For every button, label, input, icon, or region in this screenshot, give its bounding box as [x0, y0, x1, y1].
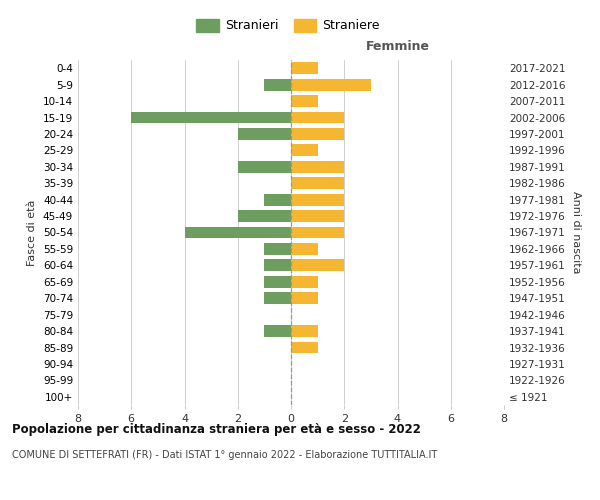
Bar: [265, 292, 291, 304]
Bar: [291, 210, 344, 222]
Bar: [291, 243, 317, 255]
Bar: [291, 78, 371, 90]
Bar: [265, 260, 291, 272]
Bar: [291, 292, 317, 304]
Bar: [291, 144, 317, 156]
Bar: [291, 161, 344, 172]
Y-axis label: Fasce di età: Fasce di età: [28, 200, 37, 266]
Bar: [291, 178, 344, 189]
Y-axis label: Anni di nascita: Anni di nascita: [571, 191, 581, 274]
Bar: [238, 161, 291, 172]
Bar: [265, 243, 291, 255]
Bar: [265, 325, 291, 337]
Bar: [238, 210, 291, 222]
Bar: [265, 276, 291, 287]
Text: Femmine: Femmine: [365, 40, 430, 53]
Bar: [238, 128, 291, 140]
Text: Popolazione per cittadinanza straniera per età e sesso - 2022: Popolazione per cittadinanza straniera p…: [12, 422, 421, 436]
Bar: [291, 112, 344, 124]
Bar: [291, 260, 344, 272]
Bar: [291, 62, 317, 74]
Bar: [291, 342, 317, 353]
Bar: [291, 325, 317, 337]
Bar: [131, 112, 291, 124]
Bar: [291, 128, 344, 140]
Bar: [265, 78, 291, 90]
Bar: [185, 226, 291, 238]
Bar: [265, 194, 291, 205]
Bar: [291, 276, 317, 287]
Bar: [291, 95, 317, 107]
Bar: [291, 194, 344, 205]
Text: COMUNE DI SETTEFRATI (FR) - Dati ISTAT 1° gennaio 2022 - Elaborazione TUTTITALIA: COMUNE DI SETTEFRATI (FR) - Dati ISTAT 1…: [12, 450, 437, 460]
Bar: [291, 226, 344, 238]
Legend: Stranieri, Straniere: Stranieri, Straniere: [196, 18, 380, 32]
